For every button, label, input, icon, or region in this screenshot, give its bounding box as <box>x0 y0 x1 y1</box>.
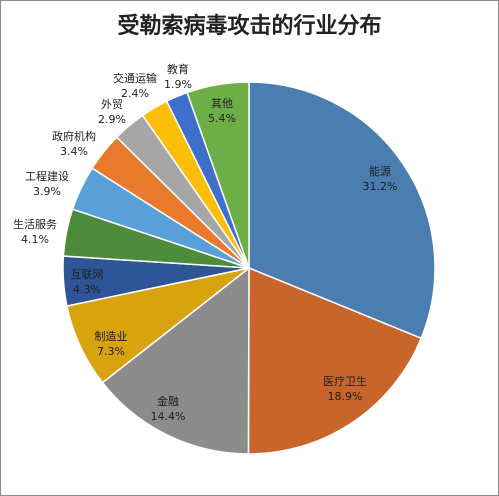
slice-label-5: 生活服务 <box>13 217 57 231</box>
pie-slice-1 <box>247 266 423 455</box>
slice-value-9: 2.4% <box>121 87 149 100</box>
slice-value-8: 2.9% <box>98 113 126 126</box>
slice-value-3: 7.3% <box>97 345 125 358</box>
slice-label-0: 能源 <box>369 164 391 178</box>
slice-value-6: 3.9% <box>33 185 61 198</box>
slice-label-11: 其他 <box>211 97 233 110</box>
chart-title: 受勒索病毒攻击的行业分布 <box>117 14 382 39</box>
slice-value-7: 3.4% <box>60 145 88 158</box>
slice-label-10: 教育 <box>167 62 189 76</box>
slice-value-11: 5.4% <box>208 112 236 125</box>
slice-label-8: 外贸 <box>101 98 123 111</box>
slice-label-3: 制造业 <box>95 329 128 343</box>
slice-label-7: 政府机构 <box>52 129 96 143</box>
slice-label-4: 互联网 <box>71 268 104 281</box>
slice-value-2: 14.4% <box>151 410 186 423</box>
slice-label-9: 交通运输 <box>113 71 157 85</box>
slice-label-1: 医疗卫生 <box>323 374 367 388</box>
slice-value-5: 4.1% <box>21 233 49 246</box>
slice-label-6: 工程建设 <box>25 169 69 183</box>
slice-value-0: 31.2% <box>363 180 398 193</box>
slice-value-10: 1.9% <box>164 78 192 91</box>
pie-slice-11 <box>186 81 250 269</box>
slice-value-1: 18.9% <box>328 390 363 403</box>
pie-slice-2 <box>101 266 250 455</box>
slice-value-4: 4.3% <box>73 283 101 296</box>
slice-label-2: 金融 <box>157 394 179 408</box>
pie-slice-0 <box>248 81 436 340</box>
